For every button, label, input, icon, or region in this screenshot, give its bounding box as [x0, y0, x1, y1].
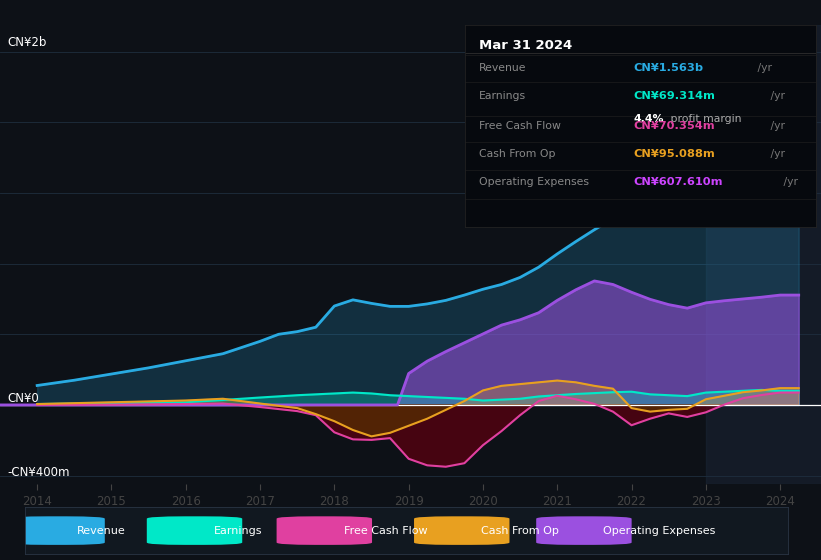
- Text: Cash From Op: Cash From Op: [479, 149, 555, 159]
- Text: 4.4%: 4.4%: [633, 114, 664, 124]
- Text: CN¥2b: CN¥2b: [7, 36, 47, 49]
- Text: Earnings: Earnings: [479, 91, 526, 101]
- FancyBboxPatch shape: [9, 516, 105, 545]
- Text: /yr: /yr: [754, 63, 772, 73]
- Bar: [706, 25, 821, 484]
- FancyBboxPatch shape: [536, 516, 631, 545]
- Text: /yr: /yr: [767, 121, 785, 131]
- Text: Free Cash Flow: Free Cash Flow: [479, 121, 561, 131]
- Text: -CN¥400m: -CN¥400m: [7, 465, 70, 479]
- Text: Earnings: Earnings: [214, 526, 263, 535]
- Text: Cash From Op: Cash From Op: [481, 526, 559, 535]
- Text: profit margin: profit margin: [667, 114, 741, 124]
- Text: CN¥70.354m: CN¥70.354m: [633, 121, 715, 131]
- FancyBboxPatch shape: [414, 516, 510, 545]
- Text: Free Cash Flow: Free Cash Flow: [344, 526, 428, 535]
- FancyBboxPatch shape: [277, 516, 372, 545]
- Text: CN¥95.088m: CN¥95.088m: [633, 149, 715, 159]
- Text: /yr: /yr: [767, 149, 785, 159]
- Text: Mar 31 2024: Mar 31 2024: [479, 39, 572, 52]
- Text: CN¥607.610m: CN¥607.610m: [633, 178, 722, 188]
- Text: Operating Expenses: Operating Expenses: [479, 178, 589, 188]
- FancyBboxPatch shape: [147, 516, 242, 545]
- Text: /yr: /yr: [780, 178, 798, 188]
- Text: /yr: /yr: [767, 91, 785, 101]
- Text: Revenue: Revenue: [76, 526, 126, 535]
- Text: CN¥0: CN¥0: [7, 392, 39, 405]
- Text: CN¥1.563b: CN¥1.563b: [633, 63, 704, 73]
- Text: Operating Expenses: Operating Expenses: [603, 526, 716, 535]
- Text: Revenue: Revenue: [479, 63, 526, 73]
- Text: CN¥69.314m: CN¥69.314m: [633, 91, 715, 101]
